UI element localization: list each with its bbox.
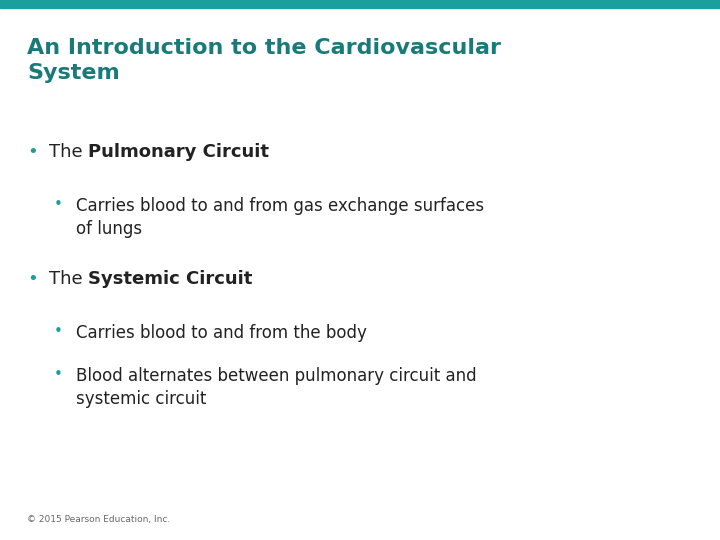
Bar [0,0,720,8]
Text: •: • [54,324,63,339]
Text: An Introduction to the Cardiovascular
System: An Introduction to the Cardiovascular Sy… [27,38,501,83]
Text: Pulmonary Circuit: Pulmonary Circuit [89,143,269,161]
Text: The: The [49,143,89,161]
Text: Carries blood to and from the body: Carries blood to and from the body [76,324,366,342]
Text: © 2015 Pearson Education, Inc.: © 2015 Pearson Education, Inc. [27,515,171,524]
Text: •: • [27,270,38,288]
Text: Blood alternates between pulmonary circuit and
systemic circuit: Blood alternates between pulmonary circu… [76,367,476,408]
Text: •: • [54,367,63,382]
Text: The: The [49,270,89,288]
Text: •: • [27,143,38,161]
Text: Carries blood to and from gas exchange surfaces
of lungs: Carries blood to and from gas exchange s… [76,197,484,238]
Text: Systemic Circuit: Systemic Circuit [89,270,253,288]
Text: •: • [54,197,63,212]
